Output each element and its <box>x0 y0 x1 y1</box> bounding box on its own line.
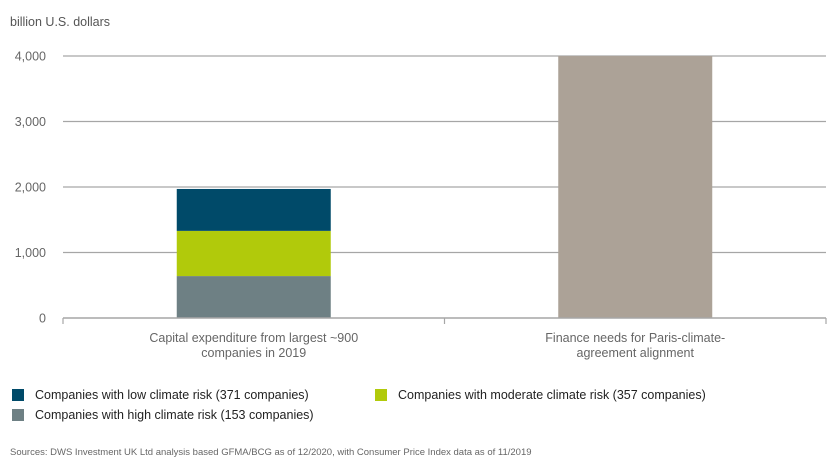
y-axis-ticks: 0 1,000 2,000 3,000 4,000 <box>15 50 46 326</box>
x-axis <box>62 317 827 324</box>
category-label: companies in 2019 <box>201 346 306 360</box>
bar-segment <box>176 188 331 231</box>
y-tick-label: 3,000 <box>15 115 46 129</box>
bar-segment <box>558 56 713 318</box>
source-note: Sources: DWS Investment UK Ltd analysis … <box>10 447 532 458</box>
category-labels: Capital expenditure from largest ~900com… <box>149 331 725 360</box>
category-label: Capital expenditure from largest ~900 <box>149 331 358 345</box>
legend-swatch-low-risk <box>12 389 24 401</box>
legend-item-high-risk: Companies with high climate risk (153 co… <box>12 408 314 422</box>
legend-item-moderate-risk: Companies with moderate climate risk (35… <box>375 388 706 402</box>
category-label: Finance needs for Paris-climate- <box>545 331 725 345</box>
legend-label-low-risk: Companies with low climate risk (371 com… <box>35 388 309 402</box>
legend-swatch-moderate-risk <box>375 389 387 401</box>
legend-label-moderate-risk: Companies with moderate climate risk (35… <box>398 388 706 402</box>
bar-segment <box>176 230 331 277</box>
stacked-bar-chart: 0 1,000 2,000 3,000 4,000 Capital expenditur… <box>15 50 827 360</box>
legend-item-low-risk: Companies with low climate risk (371 com… <box>12 388 309 402</box>
y-axis-unit-label: billion U.S. dollars <box>10 15 111 29</box>
category-label: agreement alignment <box>577 346 695 360</box>
y-tick-label: 0 <box>39 312 46 326</box>
y-tick-label: 4,000 <box>15 50 46 64</box>
bar-segment <box>176 276 331 318</box>
y-tick-label: 1,000 <box>15 246 46 260</box>
legend-swatch-high-risk <box>12 409 24 421</box>
legend-label-high-risk: Companies with high climate risk (153 co… <box>35 408 314 422</box>
y-tick-label: 2,000 <box>15 181 46 195</box>
bars <box>176 56 713 318</box>
